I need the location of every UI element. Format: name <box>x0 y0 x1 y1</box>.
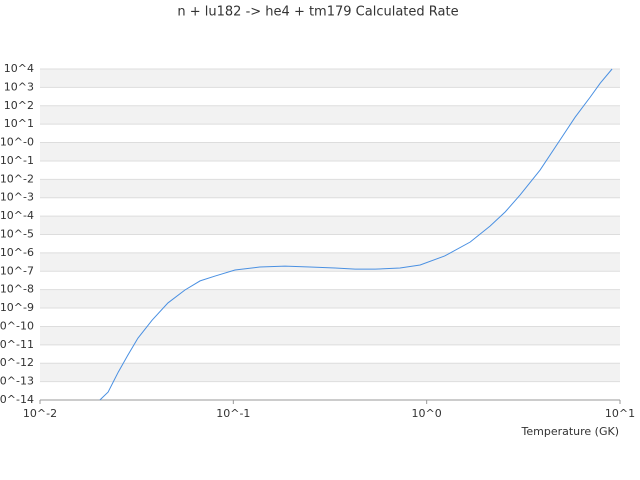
y-tick-label: 10^-2 <box>0 172 34 185</box>
x-tick-label: 10^1 <box>605 407 635 420</box>
grid-band <box>40 142 620 161</box>
y-tick-label: 10^-1 <box>0 154 34 167</box>
y-tick-label: 10^-10 <box>0 319 34 332</box>
y-tick-label: 10^-4 <box>0 209 34 222</box>
y-tick-label: 10^-11 <box>0 338 34 351</box>
grid-band <box>40 179 620 198</box>
grid-band <box>40 252 620 272</box>
grid-band <box>40 363 620 382</box>
x-tick-label: 10^0 <box>412 407 442 420</box>
grid-band <box>40 216 620 235</box>
line-series <box>99 68 613 401</box>
grid-band <box>40 69 620 88</box>
x-tick-label: 10^-1 <box>216 407 250 420</box>
y-tick-label: 10^-14 <box>0 393 34 406</box>
y-tick-label: 10^1 <box>4 117 34 130</box>
y-tick-label: 10^4 <box>4 62 34 75</box>
x-axis-label: Temperature (GK) <box>521 425 620 438</box>
y-tick-label: 10^-3 <box>0 191 34 204</box>
grid-band <box>40 326 620 345</box>
y-tick-label: 10^-0 <box>0 136 34 149</box>
y-tick-label: 10^-8 <box>0 283 34 296</box>
y-tick-label: 10^-7 <box>0 264 34 277</box>
y-tick-label: 10^2 <box>4 99 34 112</box>
y-tick-label: 10^-6 <box>0 246 34 259</box>
x-tick-label: 10^-2 <box>23 407 57 420</box>
grid-band <box>40 105 620 125</box>
y-tick-label: 10^-5 <box>0 228 34 241</box>
grid-band <box>40 289 620 309</box>
chart-title: n + lu182 -> he4 + tm179 Calculated Rate <box>177 5 458 20</box>
y-tick-label: 10^-9 <box>0 301 34 314</box>
y-tick-label: 10^-12 <box>0 356 34 369</box>
y-tick-label: 10^3 <box>4 80 34 93</box>
y-tick-label: 10^-13 <box>0 375 34 388</box>
